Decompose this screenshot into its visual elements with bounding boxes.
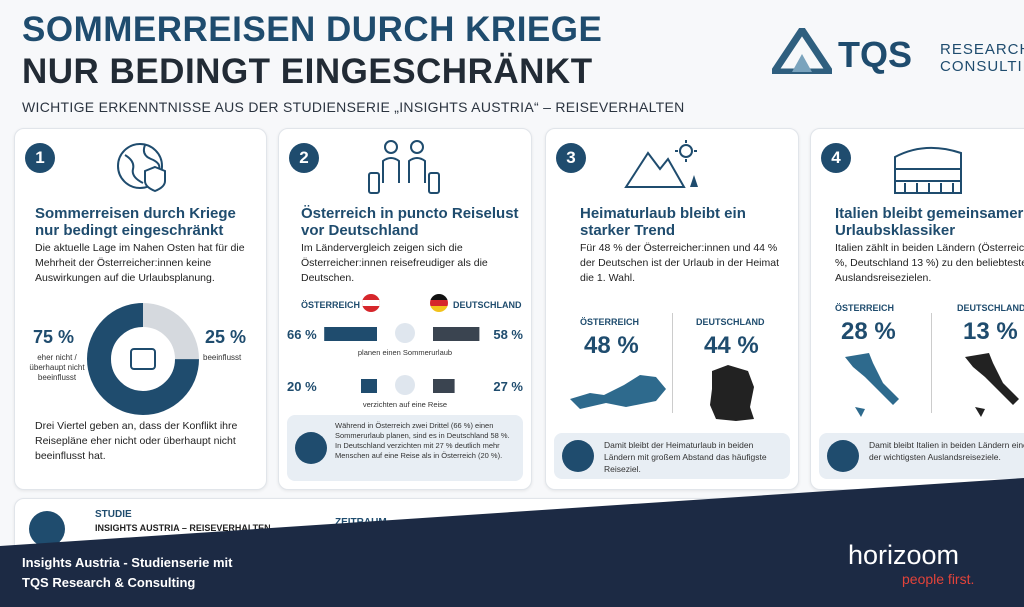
caption: eher nicht / überhaupt nicht beeinflusst xyxy=(29,353,85,382)
stat-value: 48 % xyxy=(584,332,639,359)
title: SOMMERREISEN DURCH KRIEGE xyxy=(22,10,603,49)
flag-at xyxy=(362,294,380,312)
caption: beeinflusst xyxy=(203,353,242,362)
stat-value: 28 % xyxy=(841,318,896,345)
donut xyxy=(87,303,199,415)
stat-value: 44 % xyxy=(704,332,759,359)
flag-de xyxy=(430,294,448,312)
value-label: 25 % xyxy=(205,327,247,347)
card-title: Österreich in puncto Reiselust vor Deuts… xyxy=(301,205,519,239)
people-icon xyxy=(29,511,65,547)
row-icon xyxy=(395,323,415,343)
value-label: 75 % xyxy=(33,327,75,347)
card: 3 Heimaturlaub bleibt ein starker Trend … xyxy=(545,128,799,490)
card-footer: Drei Viertel geben an, dass der Konflikt… xyxy=(35,420,238,462)
mountain-icon xyxy=(624,140,698,188)
card-text: Die aktuelle Lage im Nahen Osten hat für… xyxy=(35,242,245,284)
travellers-icon xyxy=(368,140,440,194)
row-label: planen einen Sommerurlaub xyxy=(358,348,452,357)
note: Damit bleibt Italien in beiden Ländern e… xyxy=(819,433,1024,479)
card-text: Italien zählt in beiden Ländern (Österre… xyxy=(835,242,1024,284)
row-icon xyxy=(395,375,415,395)
suitcase-icon xyxy=(130,348,156,370)
divider xyxy=(931,313,932,413)
home-icon xyxy=(562,440,594,472)
maps xyxy=(845,353,1019,417)
value-label: 20 % xyxy=(287,379,317,394)
study-name: INSIGHTS AUSTRIA – REISEVERHALTEN xyxy=(95,523,271,533)
card-number: 4 xyxy=(821,143,851,173)
subtitle: WICHTIGE ERKENNTNISSE AUS DER STUDIENSER… xyxy=(22,99,685,115)
country: DEUTSCHLAND xyxy=(696,317,765,327)
donut-segment xyxy=(87,303,199,415)
bar xyxy=(433,379,455,393)
maps xyxy=(570,365,754,421)
row-label: verzichten auf eine Reise xyxy=(363,400,447,409)
star-icon xyxy=(827,440,859,472)
brand: horizoom xyxy=(848,540,960,570)
bar-chart: 66 % 58 % planen einen Sommerurlaub 20 % 27 … xyxy=(287,323,523,409)
card-title: Italien bleibt gemeinsamer Urlaubsklassi… xyxy=(835,205,1024,239)
card-number: 3 xyxy=(556,143,586,173)
note: Während in Österreich zwei Drittel (66 %… xyxy=(287,415,523,481)
bar xyxy=(361,379,377,393)
logo-mark: TQS xyxy=(838,34,913,75)
card-text: Für 48 % der Österreicher:innen und 44 %… xyxy=(580,242,780,284)
legend-label: ÖSTERREICH xyxy=(301,300,361,310)
country: DEUTSCHLAND xyxy=(957,303,1024,313)
banner-text: TQS Research & Consulting xyxy=(22,575,196,590)
note: Damit bleibt der Heimaturlaub in beiden … xyxy=(554,433,790,479)
card: 1 Sommerreisen durch Kriege nur bedingt … xyxy=(14,128,267,490)
logo-text: RESEARCH & xyxy=(940,41,1024,58)
logo-icon xyxy=(772,28,832,74)
card-number: 1 xyxy=(25,143,55,173)
card: 2 Österreich in puncto Reiselust vor Deu… xyxy=(278,128,532,490)
card-footer: Damit bleibt Italien in beiden Ländern e… xyxy=(869,440,1024,462)
card-text: Im Ländervergleich zeigen sich die Öster… xyxy=(301,242,488,284)
logo-text: CONSULTING xyxy=(940,58,1024,75)
value-label: 27 % xyxy=(493,379,523,394)
title: NUR BEDINGT EINGESCHRÄNKT xyxy=(22,52,593,91)
card-number: 2 xyxy=(289,143,319,173)
banner-text: Insights Austria - Studienserie mit xyxy=(22,555,233,570)
bar xyxy=(433,327,480,341)
study-label: STUDIE xyxy=(95,509,132,520)
value-label: 58 % xyxy=(493,327,523,342)
card-footer: Während in Österreich zwei Drittel (66 %… xyxy=(335,421,510,460)
card-title: Sommerreisen durch Kriege nur bedingt ei… xyxy=(35,205,236,239)
card-title: Heimaturlaub bleibt ein starker Trend xyxy=(580,205,746,239)
card-footer: Damit bleibt der Heimaturlaub in beiden … xyxy=(604,440,767,474)
value-label: 66 % xyxy=(287,327,317,342)
legend-label: DEUTSCHLAND xyxy=(453,300,522,310)
country: ÖSTERREICH xyxy=(580,317,640,327)
country: ÖSTERREICH xyxy=(835,303,895,313)
slogan: people first. xyxy=(902,571,975,587)
globe-icon xyxy=(117,143,166,193)
chart-icon xyxy=(295,432,327,464)
divider xyxy=(672,313,673,413)
bar xyxy=(324,327,377,341)
colosseum-icon xyxy=(894,146,962,194)
stat-value: 13 % xyxy=(963,318,1018,345)
